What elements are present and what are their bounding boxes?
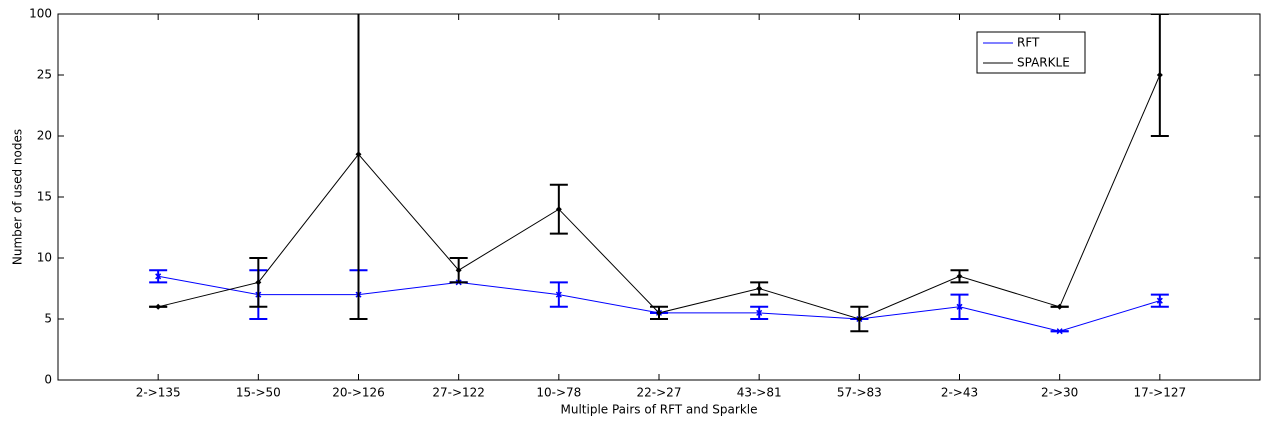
x-tick-label: 2->135 <box>136 386 181 400</box>
x-tick-label: 57->83 <box>837 386 882 400</box>
marker <box>555 206 562 213</box>
x-tick-label: 15->50 <box>236 386 281 400</box>
marker <box>756 309 763 316</box>
marker <box>155 273 162 280</box>
y-tick-label: 15 <box>37 190 52 204</box>
x-axis-label: Multiple Pairs of RFT and Sparkle <box>561 403 758 417</box>
x-tick-label: 2->43 <box>941 386 978 400</box>
y-tick-label: 25 <box>37 68 52 82</box>
y-tick-label: 10 <box>37 251 52 265</box>
x-tick-label: 2->30 <box>1041 386 1078 400</box>
x-tick-label: 20->126 <box>332 386 385 400</box>
marker <box>756 285 763 292</box>
plot-content <box>149 14 1169 335</box>
marker <box>255 279 262 286</box>
y-tick-label: 20 <box>37 129 52 143</box>
marker <box>155 303 162 310</box>
legend-label: RFT <box>1017 36 1040 50</box>
marker <box>555 291 562 298</box>
marker <box>856 316 863 322</box>
x-tick-label: 17->127 <box>1134 386 1187 400</box>
legend-box <box>976 31 1086 74</box>
marker <box>956 273 963 280</box>
x-tick-label: 10->78 <box>536 386 581 400</box>
marker <box>656 309 662 316</box>
marker <box>1056 303 1063 310</box>
y-axis-label: Number of used nodes <box>11 129 25 265</box>
x-tick-label: 22->27 <box>637 386 682 400</box>
marker <box>1156 297 1163 304</box>
x-tick-label: 27->122 <box>432 386 485 400</box>
y-tick-label: 5 <box>44 312 52 326</box>
legend-label: SPARKLE <box>1017 56 1070 70</box>
x-tick-label: 43->81 <box>737 386 782 400</box>
marker <box>355 151 362 158</box>
marker <box>455 267 462 274</box>
marker <box>956 303 963 310</box>
y-tick-label: 100 <box>29 7 52 21</box>
y-tick-label: 0 <box>44 373 52 387</box>
marker <box>1156 72 1163 78</box>
marker <box>1056 328 1063 335</box>
